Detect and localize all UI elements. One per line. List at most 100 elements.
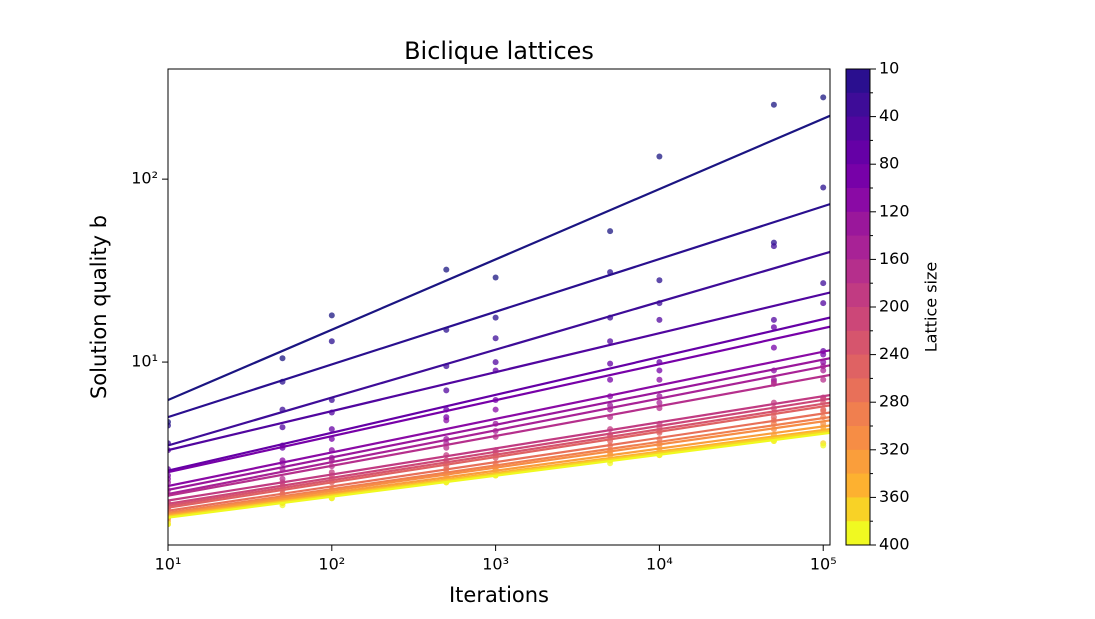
colorbar-band [846, 521, 870, 546]
data-point [168, 479, 171, 486]
data-point [607, 338, 614, 345]
data-point [607, 360, 614, 367]
data-point [770, 344, 777, 351]
fit-line [168, 316, 830, 472]
fit-line [168, 203, 830, 419]
fit-line [168, 291, 830, 452]
data-point [168, 521, 171, 528]
data-point [492, 335, 499, 342]
x-tick-label: 10⁵ [810, 555, 837, 574]
data-point [607, 228, 614, 235]
fit-line [168, 364, 830, 496]
fit-line [168, 325, 830, 474]
chart-title: Biclique lattices [404, 37, 594, 65]
data-point [492, 314, 499, 321]
data-point [492, 406, 499, 413]
fit-line [168, 424, 830, 517]
colorbar-tick-label: 240 [879, 344, 910, 363]
colorbar-tick-label: 200 [879, 297, 910, 316]
axes-frame [167, 68, 831, 546]
data-point [770, 324, 777, 331]
data-point [820, 184, 827, 191]
colorbar-tick-label: 80 [879, 154, 899, 173]
x-tick-label: 10³ [482, 555, 509, 574]
colorbar-band [846, 92, 870, 118]
colorbar-band [846, 235, 870, 260]
colorbar-band [846, 307, 870, 332]
fit-line [168, 404, 830, 509]
colorbar-band [846, 449, 870, 475]
colorbar-band [846, 164, 870, 189]
colorbar-band [846, 402, 870, 427]
data-point [656, 153, 663, 160]
data-point [443, 266, 450, 273]
data-point [770, 243, 777, 250]
colorbar-band [846, 140, 870, 165]
data-point [328, 426, 335, 433]
colorbar-label: Lattice size [922, 262, 941, 352]
colorbar-band [846, 473, 870, 498]
fit-line [168, 411, 830, 512]
fit-line [168, 429, 830, 518]
data-point [607, 376, 614, 383]
colorbar-band [846, 188, 870, 213]
fit-line [168, 349, 830, 488]
x-tick-label: 10¹ [155, 555, 182, 574]
data-point [656, 316, 663, 323]
fit-line [168, 357, 830, 492]
colorbar-tick-label: 280 [879, 392, 910, 411]
colorbar-band [846, 116, 870, 141]
y-tick-label: 10¹ [131, 352, 158, 371]
colorbar-tick-label: 160 [879, 249, 910, 268]
data-point [656, 277, 663, 284]
colorbar-band [846, 283, 870, 308]
plot-area [168, 94, 830, 528]
x-axis-label: Iterations [449, 583, 549, 607]
data-point [492, 359, 499, 366]
data-point [656, 367, 663, 374]
data-point [820, 442, 827, 449]
data-point [168, 422, 171, 429]
fit-line [168, 419, 830, 515]
fit-line [168, 416, 830, 514]
data-point [820, 376, 827, 383]
data-point [328, 338, 335, 345]
y-axis-label: Solution quality b [87, 215, 111, 399]
colorbar-band [846, 69, 870, 94]
colorbar-tick-label: 320 [879, 439, 910, 458]
colorbar-band [846, 378, 870, 403]
colorbar-tick-label: 120 [879, 201, 910, 220]
data-point [656, 376, 663, 383]
colorbar-band [846, 211, 870, 237]
data-point [820, 300, 827, 307]
colorbar-band [846, 354, 870, 379]
data-point [443, 387, 450, 394]
colorbar-band [846, 330, 870, 356]
fit-line [168, 114, 830, 402]
data-point [820, 94, 827, 101]
fit-line [168, 393, 830, 502]
data-point [492, 274, 499, 281]
data-point [656, 399, 663, 406]
fit-line [168, 397, 830, 505]
data-point [820, 280, 827, 287]
data-point [279, 355, 286, 362]
x-tick-label: 10⁴ [646, 555, 673, 574]
colorbar-band [846, 259, 870, 284]
colorbar-band [846, 497, 870, 522]
fit-line [168, 401, 830, 507]
data-point [443, 417, 450, 424]
fit-line [168, 431, 830, 519]
x-tick-label: 10² [318, 555, 345, 574]
colorbar-tick-label: 10 [879, 59, 899, 78]
colorbar-tick-label: 360 [879, 487, 910, 506]
colorbar-band [846, 426, 870, 451]
y-tick-label: 10² [131, 169, 158, 188]
data-point [770, 316, 777, 323]
fit-line [168, 250, 830, 447]
data-point [279, 424, 286, 431]
colorbar-tick-label: 400 [879, 535, 910, 554]
data-point [770, 101, 777, 108]
colorbar-tick-label: 40 [879, 106, 899, 125]
